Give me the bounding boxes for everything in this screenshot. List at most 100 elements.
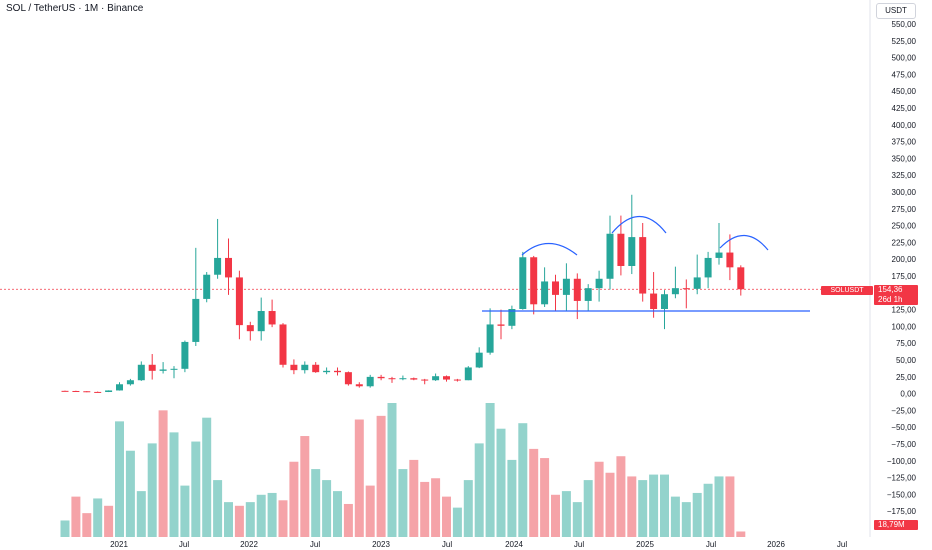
candle-body (541, 281, 549, 305)
x-tick-label: Jul (706, 540, 716, 549)
price-value: 154,36 (878, 285, 903, 294)
volume-bar (420, 481, 430, 537)
volume-bar (431, 478, 441, 537)
x-axis: 2021 Jul 2022 Jul 2023 Jul 2024 Jul 2025 Jul 2026 J… (110, 540, 847, 549)
y-tick-label: 275,00 (892, 205, 917, 214)
volume-bar (692, 492, 702, 537)
candle-body (726, 252, 734, 268)
volume-bar (289, 461, 299, 537)
volume-bar (714, 476, 724, 537)
y-tick-label: 75,00 (896, 339, 917, 348)
y-tick-label: 550,00 (892, 20, 917, 29)
volume-bar (638, 480, 648, 537)
x-tick-label: 2021 (110, 540, 128, 549)
volume-bar (551, 494, 560, 537)
volume-bar (594, 461, 604, 537)
candle-body (475, 352, 483, 368)
x-tick-label: Jul (837, 540, 847, 549)
y-tick-label: −50,00 (891, 423, 916, 432)
candle-body (562, 278, 570, 295)
candle-body (246, 325, 254, 332)
y-tick-label: 525,00 (892, 37, 917, 46)
volume-bar (354, 419, 364, 537)
candle-body (453, 379, 461, 381)
candle-body (268, 311, 276, 325)
candle-body (235, 277, 243, 326)
volume-bar (169, 432, 179, 537)
volume-bars (60, 403, 746, 537)
y-tick-label: 400,00 (892, 121, 917, 130)
volume-bar (245, 502, 255, 537)
volume-bar (474, 443, 484, 537)
volume-bar (365, 485, 375, 537)
volume-bar (376, 415, 386, 537)
volume-bar (660, 474, 669, 537)
volume-bar (529, 448, 539, 537)
volume-bar (387, 403, 397, 537)
candle-body (377, 376, 385, 379)
volume-bar (649, 474, 659, 537)
x-tick-label: 2022 (240, 540, 258, 549)
y-tick-label: 475,00 (892, 70, 917, 79)
candle-body (192, 298, 200, 342)
pattern-arc-right-shoulder[interactable] (719, 234, 769, 251)
volume-bar (343, 503, 353, 537)
candle-body (432, 376, 440, 381)
candle-body (159, 369, 167, 371)
x-tick-label: 2025 (636, 540, 654, 549)
y-axis: 550,00 525,00 500,00 475,00 450,00 425,00 400,… (887, 20, 917, 516)
volume-bar (398, 469, 408, 537)
candle-body (137, 364, 145, 381)
currency-button[interactable]: USDT (876, 3, 916, 19)
candle-body (126, 380, 134, 385)
candle-body (617, 233, 625, 266)
volume-bar (442, 496, 451, 537)
candle-body (148, 364, 156, 371)
volume-bar (191, 441, 201, 537)
volume-bar (147, 443, 157, 537)
candle-body (573, 278, 581, 301)
candle-body (105, 390, 113, 392)
y-tick-label: 175,00 (892, 272, 917, 281)
volume-bar (180, 485, 190, 537)
pattern-arc-head[interactable] (611, 216, 667, 234)
candle-body (650, 293, 658, 309)
candles (61, 194, 745, 393)
volume-bar (125, 450, 135, 537)
y-tick-label: 50,00 (896, 356, 917, 365)
candle-body (421, 379, 429, 381)
candle-body (301, 364, 309, 371)
volume-bar (311, 469, 321, 537)
volume-bar (616, 456, 626, 537)
volume-bar (540, 458, 550, 537)
volume-bar (703, 483, 713, 537)
candle-body (225, 257, 232, 278)
volume-bar (60, 520, 70, 537)
volume-bar (256, 494, 266, 537)
volume-bar (333, 491, 342, 537)
candle-body (595, 278, 603, 289)
volume-bar (452, 507, 462, 537)
pattern-arc-left-shoulder[interactable] (521, 243, 578, 256)
candle-body (388, 378, 396, 380)
candle-body (83, 391, 91, 393)
y-tick-label: −150,00 (887, 490, 917, 499)
candle-body (214, 257, 222, 275)
y-tick-label: 125,00 (892, 306, 917, 315)
candle-body (181, 341, 189, 369)
x-tick-label: 2026 (767, 540, 785, 549)
candle-body (486, 324, 494, 353)
y-tick-label: 250,00 (892, 222, 917, 231)
volume-bar (518, 423, 528, 537)
y-tick-label: 450,00 (892, 87, 917, 96)
candle-body (170, 368, 178, 370)
y-tick-label: 100,00 (892, 322, 917, 331)
volume-bar (485, 403, 495, 537)
x-tick-label: Jul (179, 540, 189, 549)
volume-bar (278, 500, 288, 537)
ticker-label: SOLUSDT (821, 286, 873, 295)
candle-body (334, 370, 341, 373)
x-tick-label: Jul (442, 540, 452, 549)
volume-bar (409, 459, 419, 537)
